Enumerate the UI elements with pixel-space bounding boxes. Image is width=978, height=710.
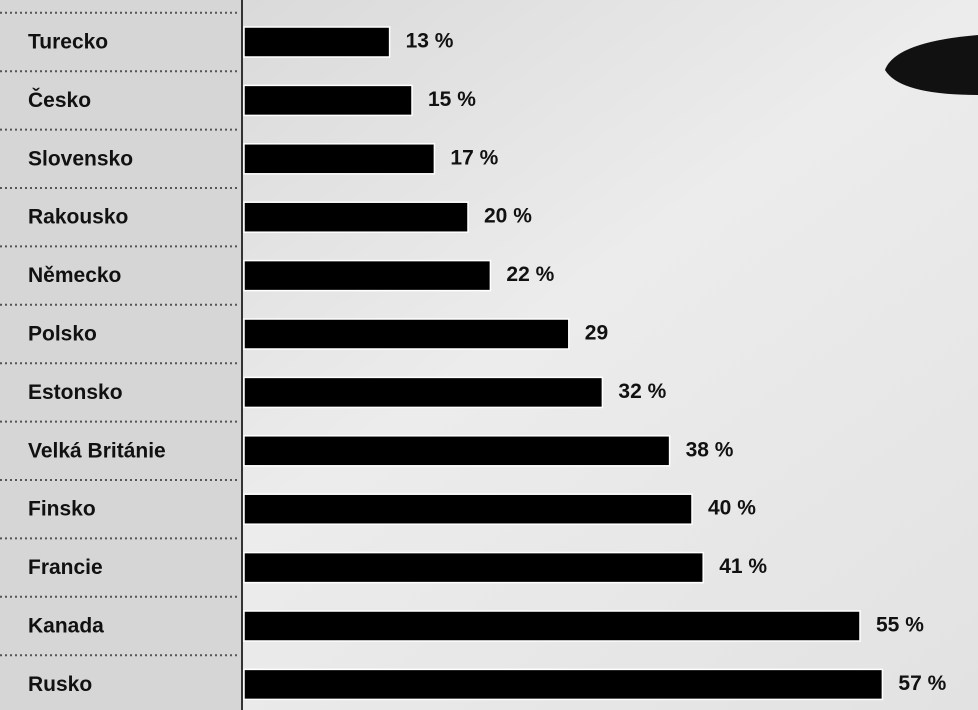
value-label: 13 % — [406, 30, 454, 53]
bar — [243, 84, 413, 117]
category-label: Německo — [28, 264, 121, 287]
category-label: Francie — [28, 556, 103, 579]
category-label: Rusko — [28, 673, 92, 696]
category-label: Kanada — [28, 615, 104, 638]
value-label: 20 % — [484, 205, 532, 228]
value-label: 57 % — [898, 672, 946, 695]
category-label: Estonsko — [28, 381, 123, 404]
bar — [243, 26, 391, 58]
value-label: 17 % — [450, 146, 498, 169]
decoration — [885, 35, 978, 95]
bar — [243, 435, 671, 467]
category-label: Turecko — [28, 31, 108, 54]
category-label: Rakousko — [28, 206, 128, 229]
value-label: 29 — [585, 322, 608, 345]
bar — [243, 551, 704, 584]
bar — [243, 259, 492, 292]
category-label: Polsko — [28, 323, 97, 346]
value-label: 32 % — [618, 380, 666, 403]
bar — [243, 610, 861, 642]
category-label: Česko — [28, 88, 91, 112]
value-label: 55 % — [876, 614, 924, 637]
bar — [243, 143, 436, 175]
label-column — [0, 0, 242, 710]
bar — [243, 376, 604, 409]
bar — [243, 201, 469, 233]
value-label: 41 % — [719, 555, 767, 578]
bar — [243, 318, 570, 350]
bar — [243, 668, 884, 701]
category-label: Finsko — [28, 498, 96, 521]
value-label: 15 % — [428, 88, 476, 111]
category-label: Slovensko — [28, 147, 133, 170]
value-label: 22 % — [506, 263, 554, 286]
bar — [243, 493, 693, 525]
value-label: 40 % — [708, 497, 756, 520]
category-label: Velká Británie — [28, 439, 166, 462]
value-label: 38 % — [686, 438, 734, 461]
